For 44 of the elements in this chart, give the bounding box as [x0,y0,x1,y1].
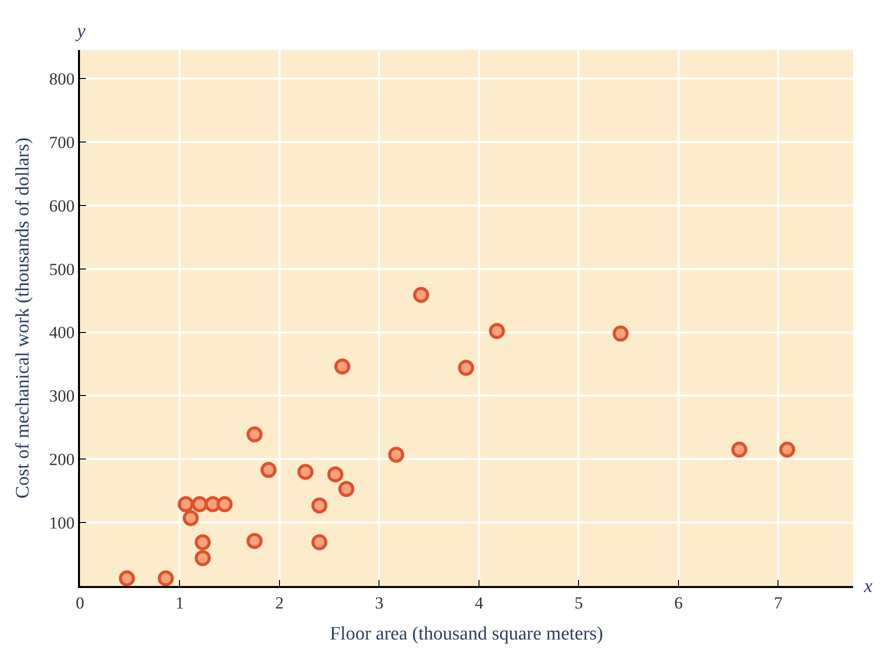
point [338,480,354,497]
point [194,534,211,550]
x-tick-label: 4 [474,593,484,612]
point [118,570,135,586]
point [158,570,174,586]
x-tick-label: 6 [674,593,683,612]
point [731,442,748,458]
y-tick-label: 500 [49,260,75,279]
x-tick-label: 5 [574,593,583,612]
point [334,358,350,375]
point [413,286,430,303]
point [182,510,199,526]
point [311,534,328,550]
y-tick-label: 300 [49,386,75,406]
point [178,496,194,512]
x-tick-label: 1 [175,593,184,612]
point [297,464,314,480]
y-tick-label: 600 [49,196,75,216]
y-axis-title: Cost of mechanical work (thousands of dollars) [12,138,34,498]
point [311,497,328,514]
x-axis-title: Floor area (thousand square meters) [330,624,604,645]
y-tick-label: 100 [49,514,75,533]
point [246,426,263,442]
point [246,532,263,549]
x-tick-label: 0 [76,593,84,612]
y-tick-label: 400 [49,323,75,342]
y-tick-label: 700 [49,132,75,152]
point [388,446,404,463]
y-tick-label: 200 [49,450,75,470]
point [612,326,629,342]
x-tick-label: 7 [774,593,783,612]
text: x [863,576,873,597]
point [260,462,277,478]
x-tick-label: 2 [275,593,284,612]
point [779,442,796,458]
point [194,550,211,566]
text: y [75,21,86,42]
point [216,496,233,512]
x-tick-label: 3 [374,593,384,612]
point [327,466,344,482]
y-tick-label: 800 [49,69,75,88]
point [458,360,474,376]
point [488,323,505,339]
point [192,496,208,512]
